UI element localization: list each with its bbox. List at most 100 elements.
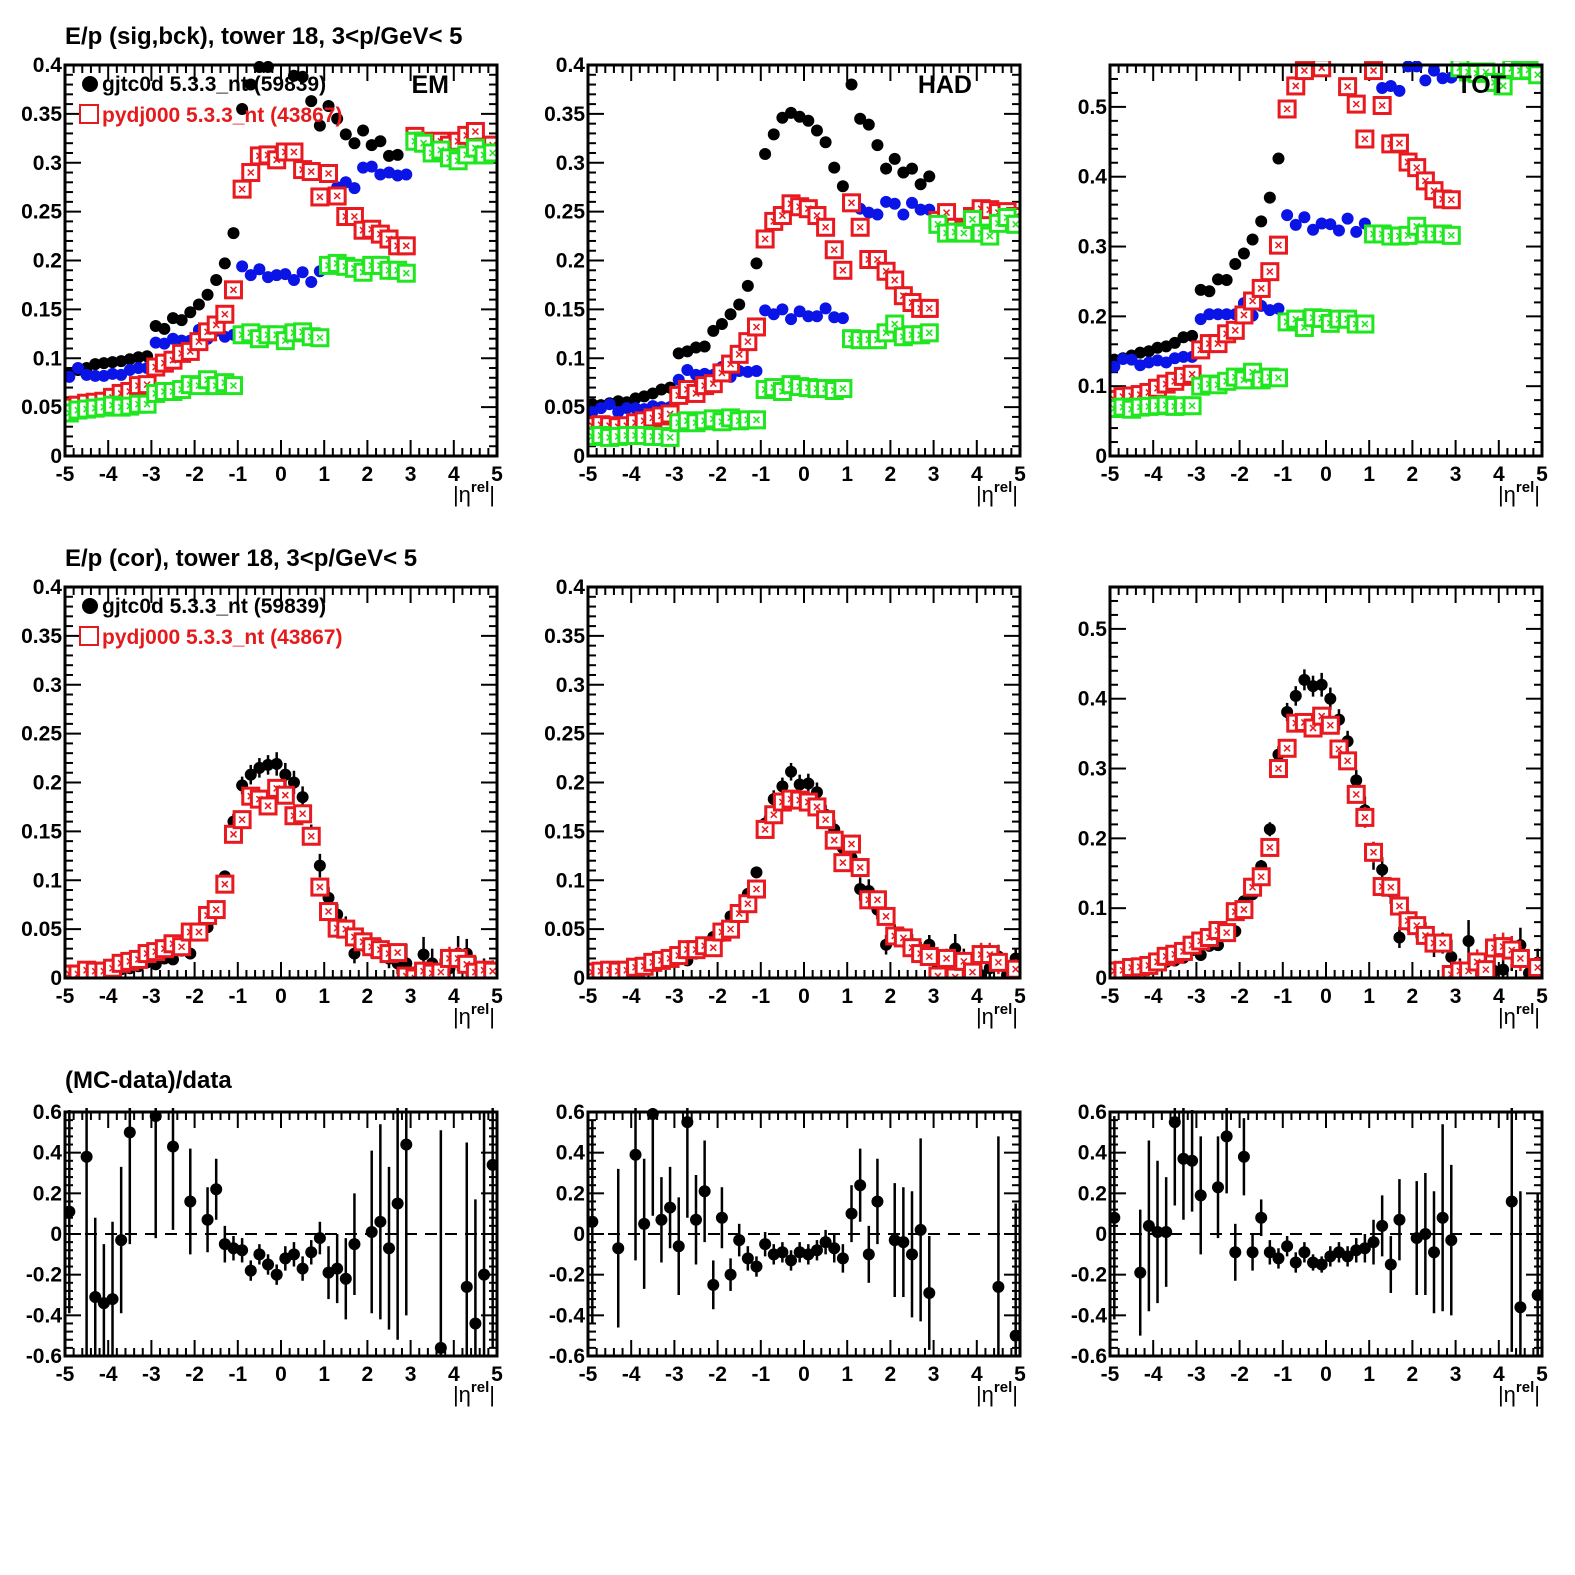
row-title-cor: E/p (cor), tower 18, 3<p/GeV< 5	[65, 545, 417, 572]
data-point-circle	[871, 208, 884, 221]
data-point-cross	[1413, 164, 1421, 172]
x-axis-label: |ηrel|	[976, 1379, 1018, 1407]
data-point-circle	[1367, 1236, 1380, 1249]
data-point-cross	[1482, 966, 1490, 974]
data-point-cross	[925, 304, 933, 312]
series-mc	[65, 778, 497, 978]
data-point-cross	[744, 900, 752, 908]
x-tick-label: 5	[1014, 985, 1026, 1008]
x-tick-label: 4	[448, 463, 460, 486]
y-tick-label: 0.6	[556, 1101, 585, 1124]
x-tick-label: 5	[491, 985, 503, 1008]
data-point-circle	[236, 260, 249, 273]
data-point-circle	[1255, 215, 1268, 228]
data-point-circle	[681, 1116, 694, 1129]
x-axis-label: |ηrel|	[976, 479, 1018, 507]
x-axis-label-sup: rel	[994, 1379, 1012, 1396]
data-point-circle	[1203, 285, 1216, 298]
data-point-circle	[374, 135, 387, 148]
data-point-cross	[761, 825, 769, 833]
plot-frame	[63, 585, 499, 980]
x-tick-label: 3	[405, 985, 417, 1008]
data-point-circle	[313, 119, 326, 132]
data-point-cross	[489, 149, 497, 157]
x-axis-label-close: |	[1534, 482, 1540, 507]
data-point-circle	[750, 257, 763, 270]
series-mc_bck	[588, 207, 1020, 447]
x-axis-label-main: |η	[1498, 482, 1516, 507]
x-tick-label: -5	[1101, 463, 1120, 486]
data-point-circle	[1116, 352, 1129, 365]
x-tick-label: 4	[971, 463, 983, 486]
data-point-circle	[1358, 1242, 1371, 1255]
x-tick-label: -1	[751, 985, 770, 1008]
data-point-circle	[1350, 225, 1363, 238]
data-point-circle	[698, 340, 711, 353]
data-point-circle	[1212, 273, 1224, 286]
data-point-circle	[80, 1150, 93, 1163]
data-point-circle	[914, 203, 927, 216]
x-tick-label: 1	[1363, 1363, 1375, 1386]
data-point-circle	[1436, 72, 1449, 85]
x-tick-label: -2	[708, 985, 727, 1008]
data-point-circle	[1289, 1256, 1302, 1269]
data-point-circle	[305, 95, 318, 108]
panel-tag-had: HAD	[918, 71, 972, 99]
x-axis-label-sup: rel	[471, 1379, 489, 1396]
x-tick-label: -3	[665, 1363, 684, 1386]
data-point-cross	[813, 803, 821, 811]
data-point-circle	[1531, 1289, 1542, 1301]
plot-frame	[586, 585, 1022, 980]
data-point-circle	[1332, 224, 1345, 237]
data-point-cross	[402, 269, 410, 277]
y-tick-label: 0.1	[33, 347, 63, 370]
data-points	[65, 752, 497, 978]
y-tick-label: 0.5	[1078, 618, 1108, 641]
data-point-circle	[1289, 689, 1302, 702]
x-tick-label: -4	[1144, 463, 1163, 486]
x-tick-label: -1	[228, 463, 247, 486]
data-point-circle	[1324, 692, 1337, 705]
data-point-circle	[400, 168, 413, 181]
x-tick-label: 1	[841, 985, 853, 1008]
x-tick-label: 5	[1536, 463, 1548, 486]
data-point-cross	[752, 885, 761, 893]
data-point-circle	[331, 1262, 344, 1275]
data-point-cross	[1266, 843, 1274, 851]
y-tick-label: 0.35	[21, 625, 62, 648]
data-point-circle	[715, 318, 728, 331]
y-tick-label: -0.6	[26, 1345, 62, 1368]
data-point-circle	[802, 310, 815, 323]
data-point-circle	[828, 1242, 841, 1255]
plot-frame	[586, 63, 1022, 458]
x-tick-label: -2	[708, 1363, 727, 1386]
data-point-circle	[664, 1201, 677, 1214]
panel-sig-bck-had: -5 -4 -3 -2 -1 0 1 2 3 4 5|ηrel|00.050.10.150.20.2…	[544, 54, 1026, 507]
data-point-circle	[460, 1280, 473, 1293]
data-point-cross	[1361, 813, 1369, 821]
data-point-cross	[752, 416, 761, 424]
data-point-cross	[238, 185, 246, 193]
x-axis-label-close: |	[489, 1382, 495, 1407]
data-point-cross	[839, 859, 847, 867]
data-point-circle	[715, 1211, 728, 1224]
x-tick-label: 0	[1320, 463, 1332, 486]
data-point-circle	[1151, 1225, 1164, 1238]
data-point-cross	[1249, 297, 1257, 305]
panel-cor-tot: -5 -4 -3 -2 -1 0 1 2 3 4 5|ηrel|00.10.20.30.40.5	[1078, 585, 1548, 1029]
data-point-circle	[698, 1185, 711, 1198]
data-point-circle	[1298, 211, 1311, 224]
data-point-cross	[471, 127, 479, 136]
data-point-circle	[690, 1213, 702, 1226]
data-point-cross	[856, 223, 864, 231]
x-tick-label: -1	[751, 1363, 770, 1386]
x-tick-label: -2	[1230, 985, 1249, 1008]
y-tick-label: 0.3	[556, 152, 585, 175]
data-point-circle	[287, 776, 300, 789]
data-point-cross	[822, 223, 830, 231]
data-point-circle	[845, 1207, 858, 1220]
plot-frame	[1108, 585, 1544, 980]
data-point-circle	[339, 128, 352, 141]
data-point-cross	[822, 816, 830, 824]
